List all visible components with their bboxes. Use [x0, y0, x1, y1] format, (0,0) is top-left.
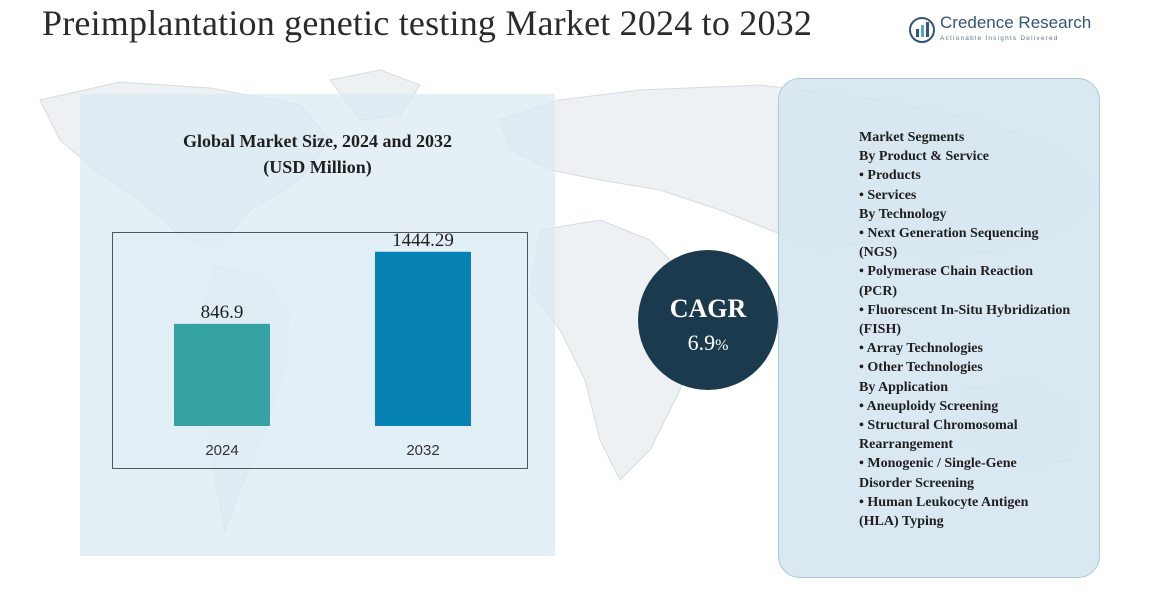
- bar-2024: [174, 323, 270, 426]
- segment-heading: (NGS): [859, 245, 898, 261]
- x-tick-label-2032: 2032: [406, 442, 439, 459]
- segment-heading: By Technology: [859, 206, 947, 222]
- value-label-2024: 846.9: [201, 302, 244, 323]
- segment-heading: Rearrangement: [859, 437, 954, 453]
- segment-heading: (FISH): [859, 322, 901, 338]
- segment-item: • Array Technologies: [859, 341, 983, 357]
- segment-item: • Monogenic / Single-Gene: [859, 456, 1017, 472]
- segment-heading: (PCR): [859, 283, 898, 299]
- brand-tagline: Actionable Insights Delivered: [940, 35, 1059, 42]
- segment-heading: By Application: [859, 379, 949, 395]
- bar-chart-logo-icon: [909, 17, 935, 43]
- cagr-unit: %: [715, 337, 729, 354]
- chart-title: Global Market Size, 2024 and 2032: [183, 131, 452, 151]
- segment-item: • Other Technologies: [859, 360, 983, 376]
- segment-heading: By Product & Service: [859, 149, 989, 165]
- segment-heading: Disorder Screening: [859, 475, 974, 491]
- chart-subtitle: (USD Million): [263, 157, 372, 177]
- segments-panel: [778, 78, 1100, 578]
- cagr-badge: CAGR 6.9%: [638, 250, 778, 390]
- segment-item: • Structural Chromosomal: [859, 418, 1018, 434]
- cagr-number: 6.9: [687, 330, 716, 355]
- x-tick-label-2024: 2024: [205, 442, 238, 459]
- segment-item: • Fluorescent In-Situ Hybridization: [859, 302, 1071, 318]
- bar-chart-svg: 846.9 2024 1444.29 2032: [174, 233, 471, 459]
- segment-item: • Human Leukocyte Antigen: [859, 494, 1029, 510]
- segments-list: Market Segments By Product & Service • Pro…: [859, 128, 1091, 531]
- segment-item: • Products: [859, 168, 921, 184]
- segment-item: • Services: [859, 187, 917, 203]
- bar-chart: 846.9 2024 1444.29 2032: [112, 232, 528, 469]
- cagr-label: CAGR: [669, 294, 747, 323]
- brand-name: Credence Research: [940, 13, 1092, 32]
- brand-logo: Credence Research Actionable Insights De…: [908, 13, 1098, 46]
- segment-item: • Next Generation Sequencing: [859, 226, 1039, 242]
- bar-2032: [375, 251, 471, 426]
- segment-heading: (HLA) Typing: [859, 514, 944, 530]
- cagr-value: 6.9%: [638, 330, 778, 356]
- page-title: Preimplantation genetic testing Market 2…: [42, 3, 813, 43]
- value-label-2032: 1444.29: [392, 233, 454, 251]
- segment-heading: Market Segments: [859, 130, 965, 145]
- chart-heading: Global Market Size, 2024 and 2032 (USD M…: [80, 128, 555, 180]
- segment-item: • Aneuploidy Screening: [859, 398, 999, 414]
- segment-item: • Polymerase Chain Reaction: [859, 264, 1034, 280]
